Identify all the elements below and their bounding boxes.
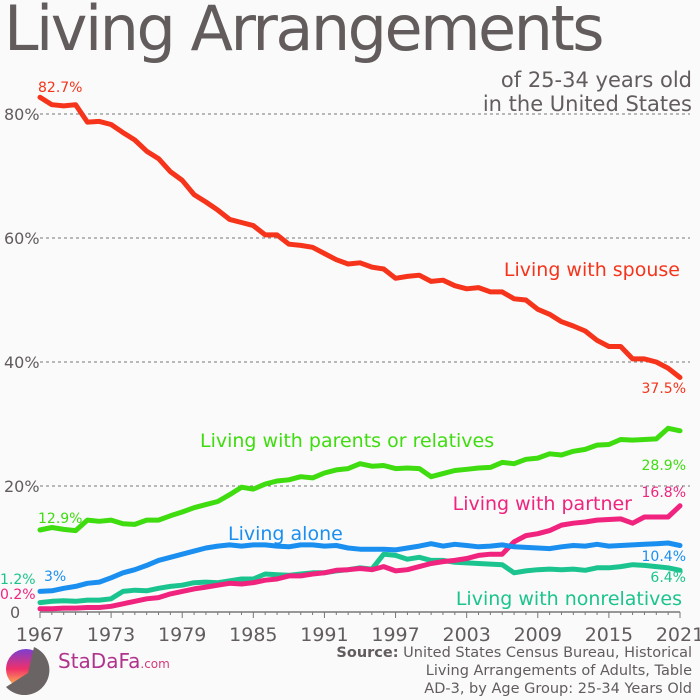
x-tick-label: 2009 — [514, 624, 562, 646]
series-label: Living alone — [228, 523, 343, 545]
brand-tld: .com — [140, 657, 170, 671]
chart-subtitle-line2: in the United States — [482, 92, 692, 116]
x-tick-label: 1997 — [371, 624, 419, 646]
source-line-3: AD-3, by Age Group: 25-34 Years Old — [424, 681, 692, 697]
start-value-label: 82.7% — [38, 80, 82, 96]
brand-text: StaDaFa — [58, 649, 141, 673]
start-value-label: 12.9% — [38, 511, 82, 527]
y-tick-label: 0 — [10, 603, 20, 622]
series-label: Living with partner — [453, 493, 633, 515]
stadafa-logo-icon — [6, 647, 50, 695]
x-tick-label: 1985 — [229, 624, 277, 646]
start-value-label: 0.2% — [0, 587, 36, 603]
series-line-living-with-parents-or-relatives — [37, 425, 683, 534]
series-label: Living with spouse — [504, 259, 680, 281]
y-tick-label: 80% — [4, 105, 40, 124]
chart-title: Living Arrangements — [4, 0, 605, 65]
end-value-label: 16.8% — [642, 485, 686, 501]
start-value-label: 1.2% — [0, 572, 36, 588]
x-tick-label: 2021 — [656, 624, 700, 646]
end-value-label: 28.9% — [642, 458, 686, 474]
x-tick-label: 2015 — [585, 624, 633, 646]
source-line-1: United States Census Bureau, Historical — [403, 645, 692, 661]
source-line-2: Living Arrangements of Adults, Table — [425, 663, 692, 679]
y-tick-label: 60% — [4, 229, 40, 248]
start-value-label: 3% — [44, 569, 66, 585]
series-line-living-alone — [37, 540, 683, 594]
x-tick-label: 1967 — [16, 624, 64, 646]
series-line-living-with-partner — [37, 503, 683, 612]
x-tick-label: 1991 — [300, 624, 348, 646]
end-value-label: 37.5% — [642, 381, 686, 397]
series-line-living-with-spouse — [37, 94, 683, 380]
x-tick-label: 2003 — [442, 624, 490, 646]
series-label: Living with parents or relatives — [200, 430, 494, 452]
y-tick-label: 20% — [4, 477, 40, 496]
y-tick-label: 40% — [4, 353, 40, 372]
series-label: Living with nonrelatives — [456, 588, 682, 610]
source-label: Source: — [336, 645, 399, 661]
chart-subtitle-line1: of 25-34 years old — [500, 68, 692, 92]
brand-name: StaDaFa.com — [58, 649, 170, 673]
end-value-label: 10.4% — [642, 549, 686, 565]
x-tick-label: 1973 — [87, 624, 135, 646]
source-note: Source: United States Census Bureau, His… — [336, 644, 692, 698]
x-tick-label: 1979 — [158, 624, 206, 646]
end-value-label: 6.4% — [650, 570, 686, 586]
